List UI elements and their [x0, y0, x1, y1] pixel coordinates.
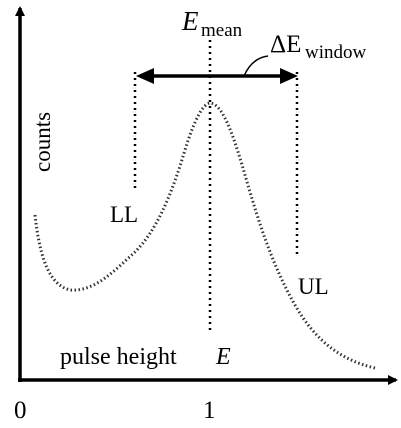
arrow-head-right	[280, 68, 298, 84]
ll-label: LL	[110, 202, 138, 227]
x-axis-label: pulse height	[60, 344, 177, 370]
delta-e-subscript: window	[305, 42, 367, 63]
delta-e-symbol: ΔE	[270, 31, 301, 58]
x-axis-symbol: E	[215, 344, 231, 370]
arrow-head-left	[136, 68, 154, 84]
spectrum	[33, 101, 376, 370]
ul-label: UL	[298, 274, 329, 299]
e-mean-symbol: E	[181, 6, 199, 36]
tick-label: 1	[203, 397, 216, 424]
leader	[243, 55, 269, 77]
tick-label: 0	[14, 397, 27, 424]
e-mean-subscript: mean	[201, 20, 243, 41]
y-axis-label: counts	[30, 112, 55, 172]
